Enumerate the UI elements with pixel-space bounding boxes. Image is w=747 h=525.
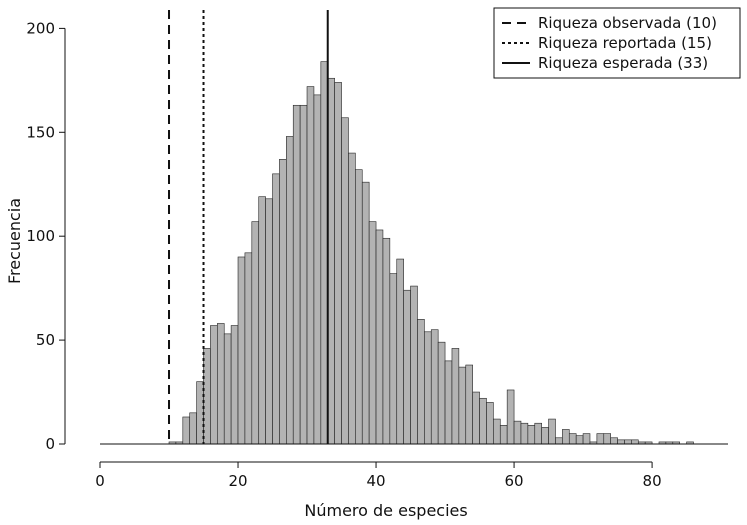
histogram-bar <box>258 196 266 445</box>
histogram-bar <box>610 437 618 445</box>
legend-items: Riqueza observada (10) Riqueza reportada … <box>502 14 717 72</box>
histogram-bar <box>562 429 570 445</box>
x-tick-label: 60 <box>505 472 524 490</box>
histogram-bar <box>479 397 487 445</box>
x-tick-label: 20 <box>228 472 247 490</box>
histogram-bar <box>223 333 232 445</box>
histogram-bar <box>568 433 577 445</box>
legend-label: Riqueza observada (10) <box>538 14 717 32</box>
y-tick-label: 100 <box>26 227 55 245</box>
histogram-bar <box>196 381 204 445</box>
histogram-bar <box>244 252 253 445</box>
y-tick-label: 50 <box>36 331 55 349</box>
histogram-bar <box>617 439 625 445</box>
histogram-bar <box>541 427 549 445</box>
histogram-bar <box>361 181 370 445</box>
histogram-bar <box>506 389 515 445</box>
legend-box <box>493 7 741 79</box>
histogram-bar <box>465 364 473 445</box>
histogram-bar <box>396 258 404 445</box>
histogram-bar <box>424 331 432 445</box>
histogram-bar <box>548 418 556 445</box>
axes: 0 20 40 60 80 0 50 100 150 200 <box>26 19 728 490</box>
histogram-bar <box>582 433 591 445</box>
histogram-bar <box>230 325 239 445</box>
histogram-bar <box>217 323 225 445</box>
histogram-bar <box>341 117 349 445</box>
histogram-bar <box>348 152 356 445</box>
histogram-bar <box>389 273 398 445</box>
histogram-bar <box>306 86 315 445</box>
histogram-bar <box>534 422 542 445</box>
histogram-bar <box>444 360 453 445</box>
histogram-bar <box>189 412 197 445</box>
histogram-bar <box>631 439 639 445</box>
histogram-bar <box>355 169 363 445</box>
histogram-bar <box>265 198 273 445</box>
histogram-bar <box>472 391 480 445</box>
y-tick-label: 200 <box>26 19 55 37</box>
histogram-bar <box>437 341 446 445</box>
histogram-bar <box>555 437 563 445</box>
histogram-bar <box>272 173 280 445</box>
x-tick-label: 80 <box>643 472 662 490</box>
histogram-bar <box>493 418 501 445</box>
histogram-bar <box>513 420 522 445</box>
histogram-bar <box>182 416 191 445</box>
x-axis-title: Número de especies <box>304 501 467 520</box>
histogram-bar <box>327 77 335 445</box>
x-tick-label: 40 <box>366 472 385 490</box>
histogram-bar <box>203 348 211 445</box>
y-tick-label: 150 <box>26 123 55 141</box>
histogram-bar <box>410 285 418 445</box>
histogram-bar <box>486 402 494 445</box>
y-axis-title: Frecuencia <box>5 198 24 284</box>
histogram-bar <box>451 348 460 445</box>
histogram-bar <box>279 159 287 445</box>
legend: Riqueza observada (10) Riqueza reportada … <box>493 7 741 79</box>
histogram-bar <box>417 319 425 445</box>
histogram-bar <box>575 435 584 445</box>
x-tick-label: 0 <box>95 472 105 490</box>
histogram-bar <box>603 433 611 445</box>
histogram-bar <box>520 422 529 445</box>
histogram-bar <box>292 104 301 445</box>
histogram-bar <box>430 329 439 445</box>
histogram-bar <box>313 94 322 445</box>
x-axis-ticks: 0 20 40 60 80 <box>95 461 662 490</box>
histogram-bar <box>299 104 308 445</box>
legend-label: Riqueza reportada (15) <box>538 34 712 52</box>
histogram-bar <box>596 433 605 445</box>
histogram-bar <box>527 424 536 445</box>
y-axis-ticks: 0 50 100 150 200 <box>26 19 65 453</box>
histogram-bars <box>168 61 694 445</box>
legend-label: Riqueza esperada (33) <box>538 54 708 72</box>
histogram-bar <box>368 221 377 445</box>
histogram-bar <box>382 237 391 445</box>
histogram-bar <box>458 366 467 445</box>
y-tick-label: 0 <box>45 435 55 453</box>
histogram-bar <box>286 136 294 445</box>
histogram-bar <box>624 439 632 445</box>
histogram-bar <box>403 289 411 445</box>
reference-lines <box>168 10 329 444</box>
histogram-bar <box>251 221 260 445</box>
histogram-bar <box>375 229 384 445</box>
histogram-bar <box>320 61 329 445</box>
histogram-bar <box>210 325 218 445</box>
histogram-bar <box>237 256 246 445</box>
histogram-bar <box>334 82 342 445</box>
histogram-bar <box>499 424 508 445</box>
